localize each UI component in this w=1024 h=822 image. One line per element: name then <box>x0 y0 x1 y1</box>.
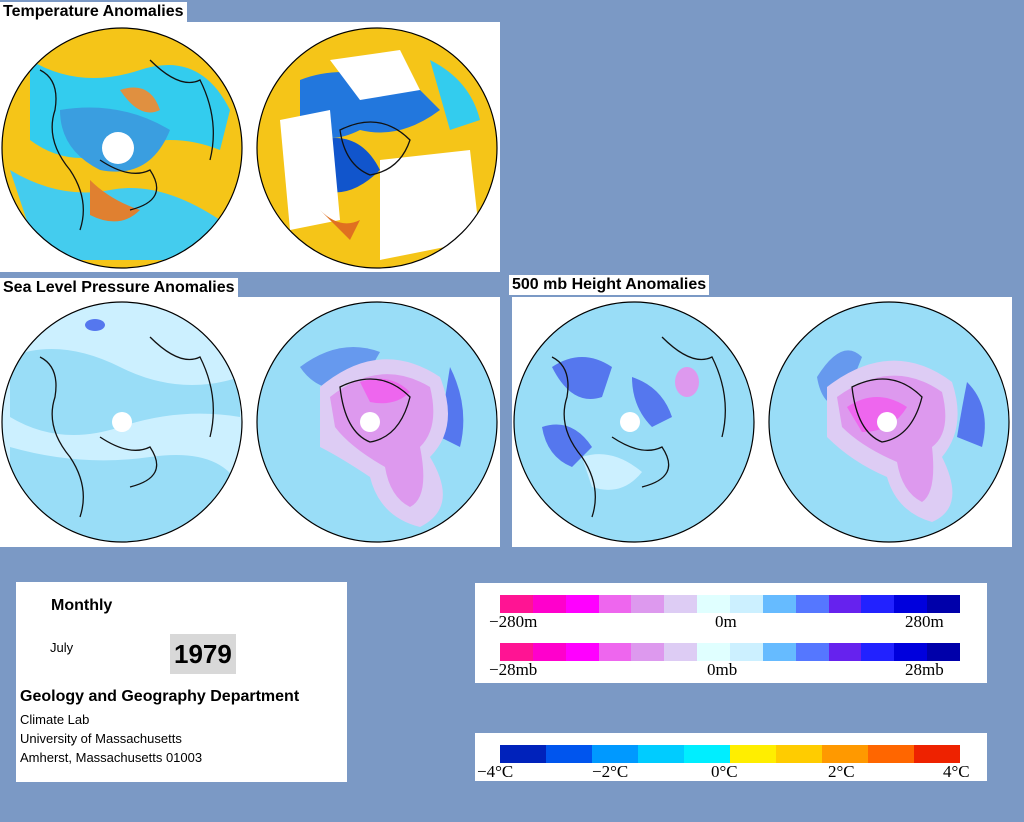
height-swatch <box>927 595 961 613</box>
height-swatch <box>598 595 632 613</box>
slp-map-south <box>257 302 497 542</box>
temperature-swatch <box>592 745 638 763</box>
pressure-swatch <box>664 643 698 661</box>
pressure-swatch <box>532 643 566 661</box>
temperature-swatch <box>822 745 868 763</box>
anomaly-legend: −280m 0m 280m −28mb 0mb 28mb <box>475 583 987 683</box>
pressure-max-label: 28mb <box>905 660 944 679</box>
height-swatch <box>532 595 566 613</box>
temp-tick-2: −2°C <box>592 762 629 781</box>
info-box: Monthly July 1979 Geology and Geography … <box>16 582 347 782</box>
height-swatch <box>730 595 763 613</box>
height-colorbar <box>500 595 961 613</box>
pressure-swatch <box>500 643 533 661</box>
pressure-swatch <box>795 643 829 661</box>
height-swatch <box>697 595 731 613</box>
pressure-swatch <box>598 643 632 661</box>
height-mid-label: 0m <box>715 612 737 631</box>
temperature-maps <box>1 27 498 269</box>
temp-tick-1: −4°C <box>477 762 514 781</box>
month-label: July <box>50 640 74 655</box>
height-swatch <box>500 595 533 613</box>
slp-panel <box>0 297 500 547</box>
pressure-swatch <box>565 643 599 661</box>
pressure-swatch <box>730 643 763 661</box>
temperature-swatch <box>730 745 776 763</box>
university-label: University of Massachusetts <box>20 731 182 746</box>
height-max-label: 280m <box>905 612 944 631</box>
pressure-min-label: −28mb <box>489 660 538 679</box>
temp-tick-4: 2°C <box>828 762 855 781</box>
pressure-swatch <box>762 643 796 661</box>
height500-panel <box>512 297 1012 547</box>
temp-tick-5: 4°C <box>943 762 970 781</box>
slp-title: Sea Level Pressure Anomalies <box>0 278 238 298</box>
temperature-colorbar <box>500 745 960 763</box>
temperature-swatch <box>638 745 684 763</box>
height-swatch <box>762 595 796 613</box>
pressure-swatch <box>861 643 895 661</box>
temperature-swatch <box>500 745 546 763</box>
temperature-panel <box>0 22 500 272</box>
pressure-swatch <box>631 643 665 661</box>
height-swatch <box>828 595 862 613</box>
slp-map-north <box>2 302 242 542</box>
height-swatch <box>861 595 895 613</box>
height-swatch <box>664 595 698 613</box>
year-label: 1979 <box>170 634 236 674</box>
height500-map-south <box>769 302 1009 542</box>
temperature-swatch <box>684 745 730 763</box>
height500-map-north <box>514 302 754 542</box>
temperature-swatch <box>868 745 914 763</box>
pressure-colorbar <box>500 643 961 661</box>
temperature-legend: −4°C −2°C 0°C 2°C 4°C <box>475 733 987 781</box>
temperature-title: Temperature Anomalies <box>0 2 187 22</box>
temperature-swatch <box>776 745 822 763</box>
pressure-swatch <box>828 643 862 661</box>
height-swatch <box>894 595 928 613</box>
height500-maps <box>513 301 1010 543</box>
height-min-label: −280m <box>489 612 538 631</box>
temperature-swatch <box>546 745 592 763</box>
address-label: Amherst, Massachusetts 01003 <box>20 750 203 765</box>
temperature-map-north <box>2 28 242 268</box>
temperature-swatch <box>914 745 960 763</box>
height-swatch <box>795 595 829 613</box>
pressure-mid-label: 0mb <box>707 660 738 679</box>
pressure-swatch <box>697 643 731 661</box>
height-swatch <box>565 595 599 613</box>
pressure-swatch <box>894 643 928 661</box>
temperature-map-south <box>257 28 497 268</box>
height-swatch <box>631 595 665 613</box>
period-label: Monthly <box>51 597 113 614</box>
lab-label: Climate Lab <box>20 712 90 727</box>
pressure-swatch <box>927 643 961 661</box>
department-label: Geology and Geography Department <box>20 688 300 705</box>
temp-tick-3: 0°C <box>711 762 738 781</box>
slp-maps <box>1 301 498 543</box>
height500-title: 500 mb Height Anomalies <box>509 275 710 295</box>
